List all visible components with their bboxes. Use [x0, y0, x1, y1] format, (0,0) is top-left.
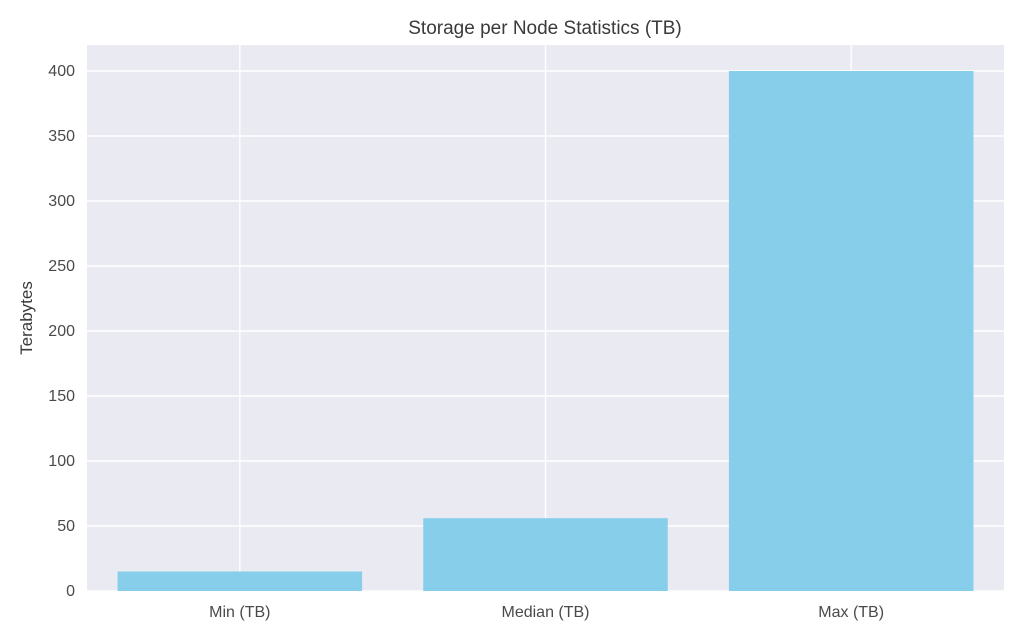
y-tick-label: 200	[48, 323, 75, 340]
y-tick-label: 50	[57, 518, 75, 535]
y-tick-label: 350	[48, 128, 75, 145]
y-tick-label: 0	[66, 583, 75, 600]
y-tick-labels: 0 50 100 150 200 250 300 350 400	[48, 63, 75, 600]
y-tick-label: 150	[48, 388, 75, 405]
y-tick-label: 300	[48, 193, 75, 210]
y-tick-label: 100	[48, 453, 75, 470]
x-tick-label: Median (TB)	[501, 604, 589, 621]
y-tick-label: 400	[48, 63, 75, 80]
chart-title: Storage per Node Statistics (TB)	[408, 18, 682, 39]
x-tick-label: Max (TB)	[818, 604, 884, 621]
y-axis-label: Terabytes	[17, 281, 36, 355]
watermark-text: @ Juna G	[916, 602, 1006, 624]
y-tick-label: 250	[48, 258, 75, 275]
bar-max	[728, 71, 974, 591]
diamond-logo-icon	[889, 601, 911, 623]
x-tick-label: Min (TB)	[209, 604, 270, 621]
bar-min	[117, 571, 363, 591]
bar-median	[423, 518, 668, 591]
x-tick-labels: Min (TB) Median (TB) Max (TB)	[209, 604, 884, 621]
bars	[117, 71, 974, 591]
watermark: @ Juna G	[889, 601, 1006, 624]
